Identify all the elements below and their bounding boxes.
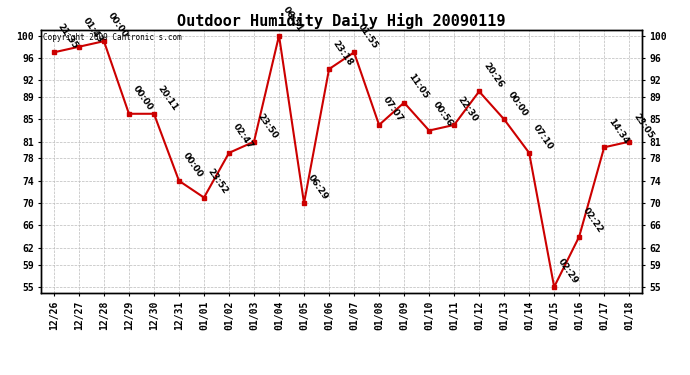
Text: 01:55: 01:55: [356, 22, 380, 51]
Text: 06:51: 06:51: [281, 5, 305, 34]
Text: 00:00: 00:00: [506, 90, 530, 118]
Text: 00:00: 00:00: [181, 151, 204, 179]
Text: 23:52: 23:52: [206, 167, 230, 196]
Text: 06:29: 06:29: [306, 173, 330, 201]
Text: 14:34: 14:34: [607, 117, 630, 146]
Text: Copyright 2009 Cantronic s.com: Copyright 2009 Cantronic s.com: [43, 33, 181, 42]
Text: 00:00: 00:00: [131, 84, 155, 112]
Text: 07:07: 07:07: [381, 94, 405, 123]
Text: 23:05: 23:05: [631, 111, 655, 140]
Text: 22:30: 22:30: [456, 95, 480, 123]
Text: 00:56: 00:56: [431, 100, 455, 129]
Text: 02:29: 02:29: [556, 256, 580, 285]
Title: Outdoor Humidity Daily High 20090119: Outdoor Humidity Daily High 20090119: [177, 13, 506, 29]
Text: 02:47: 02:47: [231, 123, 255, 151]
Text: 00:00: 00:00: [106, 11, 130, 39]
Text: 20:26: 20:26: [481, 61, 505, 90]
Text: 23:50: 23:50: [256, 111, 279, 140]
Text: 07:10: 07:10: [531, 123, 555, 151]
Text: 21:35: 21:35: [56, 22, 80, 51]
Text: 01:43: 01:43: [81, 16, 105, 45]
Text: 11:05: 11:05: [406, 72, 430, 101]
Text: 23:18: 23:18: [331, 39, 355, 68]
Text: 20:11: 20:11: [156, 84, 179, 112]
Text: 02:22: 02:22: [581, 207, 605, 235]
